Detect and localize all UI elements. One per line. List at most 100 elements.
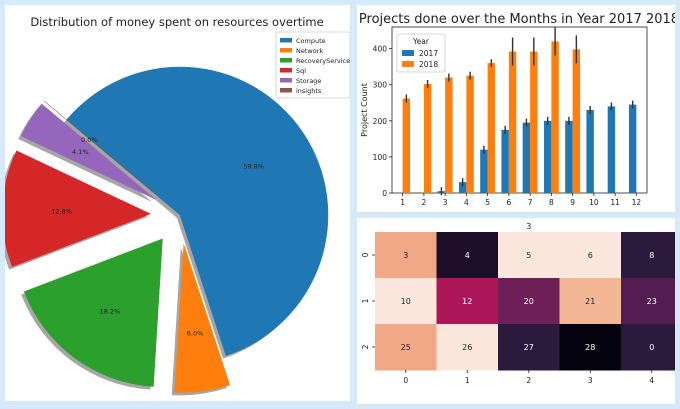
- heatmap-cell-0-2: [498, 232, 560, 279]
- bar-ytick-label: 300: [373, 81, 388, 90]
- pie-legend-label-storage: Storage: [296, 77, 321, 85]
- bar-2018-month-9: [572, 49, 581, 193]
- bar-2018-month-8: [551, 41, 559, 193]
- bar-legend-title: Year: [412, 37, 430, 46]
- heatmap-panel: 3 3 4 5 6 8 10 12 20 21 23 25 26 27 28 0 0 1 2 3 4 0 1 2: [357, 218, 675, 404]
- heatmap-value-1-2: 20: [524, 297, 534, 306]
- heatmap-ytick-label: 2: [361, 344, 370, 349]
- bar-2018-month-1: [402, 98, 411, 193]
- pie-chart-panel: Distribution of money spent on resources…: [5, 5, 350, 401]
- pie-legend-label-network: Network: [296, 47, 323, 55]
- heatmap-value-1-3: 21: [585, 297, 595, 306]
- pie-label-sql: 12.8%: [51, 208, 72, 216]
- heatmap-xtick-label: 2: [526, 376, 531, 385]
- heatmap-ytick-label: 1: [361, 298, 370, 303]
- pie-legend-swatch-storage: [280, 78, 292, 83]
- pie-slice-compute: [66, 66, 329, 356]
- heatmap-value-2-1: 26: [462, 343, 472, 352]
- heatmap-value-2-3: 28: [585, 343, 595, 352]
- pie-label-recoveryservice: 18.2%: [100, 307, 121, 315]
- pie-legend-swatch-recoveryservice: [280, 58, 292, 63]
- bar-xtick-label: 8: [549, 198, 554, 207]
- bar-xtick-label: 5: [485, 198, 490, 207]
- heatmap-value-2-2: 27: [524, 343, 534, 352]
- bar-xtick-label: 2: [421, 198, 426, 207]
- bar-xtick-label: 6: [506, 198, 511, 207]
- bar-2017-month-10: [586, 110, 594, 193]
- pie-label-network: 6.0%: [187, 329, 204, 337]
- pie-label-storage: 4.1%: [72, 148, 89, 156]
- pie-label-insights: 0.0%: [81, 136, 98, 144]
- bar-xtick-label: 4: [464, 198, 469, 207]
- bar-legend-swatch-2017: [402, 50, 414, 56]
- heatmap-value-2-0: 25: [401, 343, 411, 352]
- bar-xtick-label: 3: [443, 198, 448, 207]
- heatmap-value-0-1: 4: [465, 251, 470, 260]
- bar-ylabel: Project Count: [360, 83, 369, 137]
- bar-legend-label-2018: 2018: [419, 60, 438, 69]
- bar-title: Projects done over the Months in Year 20…: [359, 12, 675, 27]
- heatmap-title: 3: [526, 222, 531, 231]
- bar-2017-month-5: [480, 149, 488, 193]
- heatmap-cell-2-3: [559, 324, 622, 371]
- bar-2017-month-12: [628, 104, 637, 193]
- pie-slice-sql: [5, 150, 152, 268]
- heatmap-xtick-label: 4: [649, 376, 654, 385]
- heatmap-cell-0-1: [436, 232, 499, 279]
- pie-slice-recoveryservice: [23, 238, 163, 387]
- bar-2018-month-6: [508, 51, 517, 194]
- bar-chart-panel: Projects done over the Months in Year 20…: [357, 5, 675, 212]
- bar-xtick-label: 9: [570, 198, 575, 207]
- bar-2018-month-3: [445, 77, 453, 193]
- heatmap-cell-2-0: [375, 324, 437, 371]
- bar-legend-swatch-2018: [402, 61, 414, 67]
- heatmap-value-2-4: 0: [649, 343, 654, 352]
- heatmap-xtick-label: 1: [465, 376, 470, 385]
- bar-2018-month-4: [466, 75, 474, 193]
- pie-legend-label-recoveryservice: RecoveryService: [296, 57, 350, 65]
- pie-legend-swatch-insights: [280, 88, 292, 93]
- pie-legend-swatch-network: [280, 48, 292, 53]
- heatmap-cell-0-3: [559, 232, 622, 279]
- heatmap-cell-2-1: [436, 324, 499, 371]
- pie-legend-label-compute: Compute: [296, 37, 326, 45]
- bar-2017-month-9: [565, 120, 573, 193]
- bar-2017-month-11: [607, 106, 616, 193]
- pie-slice-storage: [20, 103, 156, 200]
- heatmap-value-1-4: 23: [647, 297, 657, 306]
- pie-slice-network: [174, 244, 231, 393]
- bar-2017-month-6: [501, 129, 509, 193]
- bar-2018-month-7: [530, 51, 538, 194]
- heatmap-cell-0-0: [375, 232, 437, 279]
- pie-label-compute: 58.8%: [243, 162, 264, 170]
- bar-ytick-label: 200: [373, 117, 388, 126]
- pie-chart: Distribution of money spent on resources…: [5, 15, 350, 396]
- heatmap-xtick-label: 3: [588, 376, 593, 385]
- heatmap-value-1-0: 10: [401, 297, 411, 306]
- heatmap-cell-1-4: [621, 278, 675, 325]
- heatmap-value-0-3: 6: [588, 251, 593, 260]
- bar-xtick-label: 12: [632, 198, 642, 207]
- bar-plot-frame: [391, 26, 648, 194]
- heatmap-xtick-label: 0: [403, 376, 408, 385]
- bar-2018-month-2: [423, 84, 432, 193]
- bar-2018-month-5: [487, 63, 496, 193]
- heatmap-value-0-4: 8: [649, 251, 654, 260]
- heatmap-cell-2-2: [498, 324, 560, 371]
- pie-legend-swatch-compute: [280, 38, 292, 43]
- heatmap-ytick-label: 0: [361, 252, 370, 257]
- heatmap-value-1-1: 12: [462, 297, 472, 306]
- heatmap-cell-2-4: [621, 324, 675, 371]
- bar-xtick-label: 10: [589, 198, 599, 207]
- heatmap-value-0-2: 5: [526, 251, 531, 260]
- bar-xtick-label: 11: [610, 198, 620, 207]
- bar-ytick-label: 100: [373, 153, 388, 162]
- bar-2017-month-7: [522, 122, 531, 193]
- heatmap-value-0-0: 3: [403, 251, 408, 260]
- bar-chart: Projects done over the Months in Year 20…: [359, 12, 675, 207]
- pie-title: Distribution of money spent on resources…: [30, 15, 323, 29]
- bar-legend-label-2017: 2017: [419, 49, 438, 58]
- bar-xtick-label: 1: [400, 198, 405, 207]
- bar-2017-month-8: [543, 120, 552, 193]
